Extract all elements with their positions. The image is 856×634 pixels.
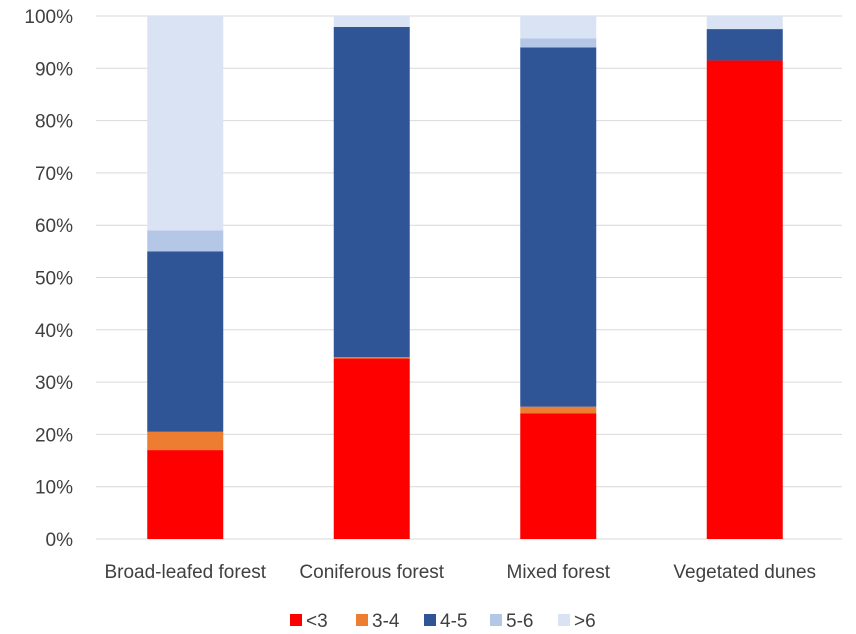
legend-label: 4-5 (440, 611, 467, 632)
bar-segment-3-0 (706, 60, 783, 540)
x-category-label: Broad-leafed forest (104, 562, 266, 583)
x-category-label: Mixed forest (507, 562, 611, 583)
bar-segment-2-3 (520, 38, 597, 48)
legend-label: 5-6 (506, 611, 533, 632)
legend-swatch (356, 614, 368, 626)
legend-swatch (490, 614, 502, 626)
x-axis: Broad-leafed forest Coniferous forest Mixe… (104, 562, 816, 583)
y-tick-label: 70% (35, 164, 73, 185)
legend: <3 3-4 4-5 5-6 >6 (290, 611, 596, 632)
x-category-label: Coniferous forest (299, 562, 444, 583)
bar-segment-1-0 (333, 358, 410, 539)
x-category-label: Vegetated dunes (673, 562, 816, 583)
bar-segment-0-3 (147, 230, 224, 252)
bar-segment-1-4 (333, 16, 410, 27)
bar-segment-1-1 (333, 356, 410, 359)
bar-segment-0-2 (147, 251, 224, 432)
y-tick-label: 60% (35, 216, 73, 237)
bar-segment-0-1 (147, 431, 224, 451)
y-tick-label: 40% (35, 321, 73, 342)
legend-swatch (558, 614, 570, 626)
y-axis: 0% 10% 20% 30% 40% 50% 60% 70% 80% 90% 100% (24, 7, 73, 551)
bars (147, 16, 783, 540)
bar-segment-3-4 (706, 16, 783, 30)
y-tick-label: 0% (46, 530, 74, 551)
y-tick-label: 100% (24, 7, 73, 28)
y-tick-label: 90% (35, 59, 73, 80)
bar-segment-1-2 (333, 26, 410, 357)
legend-swatch (424, 614, 436, 626)
legend-swatch (290, 614, 302, 626)
bar-segment-2-4 (520, 16, 597, 39)
y-tick-label: 30% (35, 373, 73, 394)
y-tick-label: 20% (35, 425, 73, 446)
legend-label: 3-4 (372, 611, 400, 632)
bar-segment-3-2 (706, 29, 783, 61)
bar-segment-0-4 (147, 16, 224, 231)
bar-segment-2-0 (520, 413, 597, 539)
legend-label: >6 (574, 611, 596, 632)
legend-label: <3 (306, 611, 328, 632)
y-tick-label: 10% (35, 478, 73, 499)
bar-segment-2-2 (520, 47, 597, 407)
y-tick-label: 80% (35, 112, 73, 133)
bar-segment-2-1 (520, 406, 597, 414)
bar-segment-0-0 (147, 450, 224, 539)
y-tick-label: 50% (35, 269, 73, 290)
